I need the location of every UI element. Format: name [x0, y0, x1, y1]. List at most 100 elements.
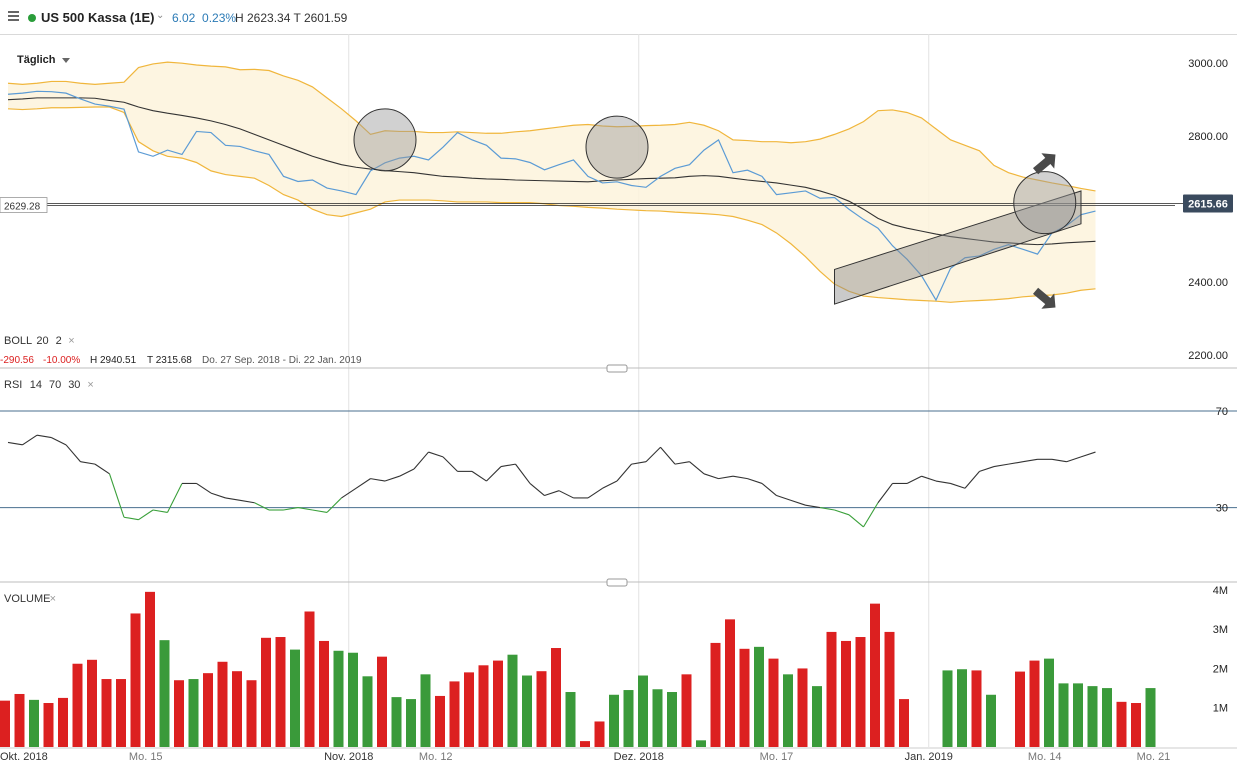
- volume-bar: [1102, 688, 1112, 747]
- boll-label: BOLL: [4, 335, 32, 347]
- volume-bar: [1073, 683, 1083, 747]
- rsi-segment: [950, 482, 966, 489]
- volume-bar: [449, 681, 460, 747]
- rsi-segment: [761, 483, 777, 496]
- highlight-circle: [353, 108, 417, 172]
- rsi-segment: [805, 504, 821, 509]
- volume-bar: [58, 697, 68, 747]
- volume-bar: [362, 676, 373, 747]
- price-axis-tick: 2200.00: [1188, 350, 1228, 362]
- rsi-segment: [631, 461, 647, 465]
- rsi-segment: [51, 437, 67, 446]
- rsi-segment: [645, 446, 661, 463]
- volume-bar: [609, 694, 619, 747]
- reference-label: 2629.28: [4, 202, 41, 213]
- volume-bar: [145, 591, 155, 747]
- volume-bar: [725, 619, 735, 747]
- volume-bar: [768, 658, 779, 747]
- rsi-segment: [108, 473, 125, 518]
- stat-pct-change: -10.00%: [43, 355, 80, 366]
- menu-icon[interactable]: [8, 11, 19, 21]
- volume-bar: [1044, 658, 1054, 747]
- rsi-segment: [616, 463, 632, 482]
- volume-bar: [710, 642, 721, 747]
- rsi-segment: [167, 483, 183, 513]
- arrow-down-icon: [1032, 287, 1056, 309]
- rsi-segment: [529, 483, 545, 496]
- chevron-down-icon[interactable]: ⌄: [156, 10, 165, 21]
- boll-deviation: 2: [56, 335, 62, 347]
- period-selector[interactable]: Täglich: [17, 54, 70, 66]
- rsi-segment: [689, 461, 705, 475]
- x-axis-tick: Okt. 2018: [0, 751, 48, 763]
- resize-handle-icon[interactable]: [606, 364, 628, 373]
- period-label: Täglich: [17, 54, 56, 66]
- rsi-segment: [776, 494, 792, 501]
- rsi-segment: [877, 483, 893, 504]
- rsi-segment: [138, 509, 154, 521]
- rsi-segment: [94, 463, 110, 475]
- rsi-segment: [7, 441, 23, 446]
- stat-high: H 2940.51: [90, 355, 137, 366]
- arrow-down-icon-shape: [1032, 287, 1056, 309]
- arrow-up-icon: [1032, 153, 1056, 175]
- rsi-segment: [22, 434, 38, 446]
- volume-bar: [652, 689, 663, 747]
- reference-badge: [0, 197, 48, 213]
- x-axis-tick: Mo. 14: [1028, 751, 1062, 763]
- highlight-circle: [1013, 171, 1077, 235]
- volume-bar: [899, 699, 909, 747]
- volume-bar: [130, 613, 141, 747]
- volume-bar: [116, 679, 126, 747]
- rsi-segment: [152, 509, 168, 513]
- price-axis-tick: 2800.00: [1188, 131, 1228, 143]
- volume-bar: [783, 674, 793, 747]
- arrow-up-icon-shape: [1032, 153, 1056, 175]
- volume-bar: [420, 674, 431, 747]
- rsi-segment: [297, 507, 313, 511]
- volume-bar: [580, 741, 590, 747]
- rsi-segment: [834, 509, 850, 516]
- volume-bar: [826, 631, 837, 747]
- rsi-axis-tick: 30: [1216, 503, 1228, 515]
- rsi-segment: [602, 480, 618, 489]
- rsi-segment: [471, 470, 487, 482]
- rsi-segment: [442, 456, 458, 472]
- volume-bar: [217, 661, 228, 747]
- stat-abs-change: -290.56: [0, 355, 34, 366]
- volume-bar: [406, 699, 416, 747]
- change-value: 6.02: [172, 11, 196, 25]
- rsi-segment: [718, 475, 734, 480]
- market-open-icon: [28, 14, 36, 22]
- volume-bar: [1029, 660, 1040, 747]
- rsi-segment: [544, 490, 560, 497]
- highlight-circle: [585, 115, 649, 179]
- volume-bar: [261, 637, 271, 747]
- rsi-segment: [993, 463, 1009, 468]
- rsi-segment: [674, 461, 690, 465]
- volume-bar: [188, 679, 199, 747]
- volume-bar: [304, 611, 315, 747]
- rsi-segment: [225, 497, 241, 501]
- price-axis-tick: 3000.00: [1188, 58, 1228, 70]
- volume-bar: [507, 654, 518, 747]
- rsi-segment: [80, 461, 96, 465]
- volume-bar: [855, 637, 866, 747]
- volume-label: VOLUME: [4, 593, 50, 605]
- x-axis-tick: Mo. 12: [419, 751, 453, 763]
- rsi-close-icon: ×: [87, 379, 93, 391]
- volume-bar: [203, 673, 213, 747]
- rsi-segment: [819, 507, 835, 511]
- x-axis-tick: Mo. 15: [129, 751, 163, 763]
- rsi-segment: [587, 487, 603, 499]
- bollinger-middle-line: [7, 97, 1096, 246]
- volume-bar: [957, 669, 967, 747]
- volume-bar: [696, 740, 706, 747]
- instrument-name[interactable]: US 500 Kassa (1E): [41, 10, 155, 25]
- volume-bar: [478, 665, 489, 747]
- volume-bar: [681, 674, 692, 747]
- resize-handle-icon[interactable]: [606, 578, 628, 587]
- rsi-segment: [65, 444, 81, 463]
- change-percent: 0.23%: [202, 11, 237, 25]
